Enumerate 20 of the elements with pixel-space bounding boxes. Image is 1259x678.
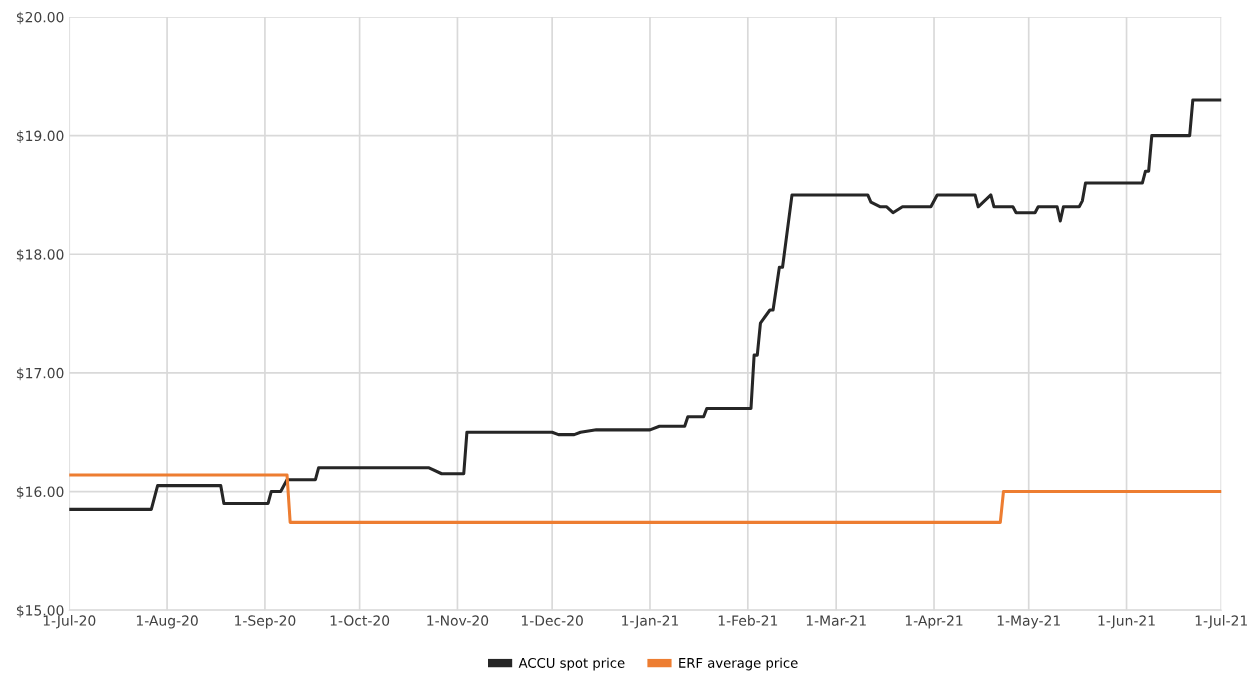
x-tick-label: 1-Jan-21: [622, 615, 679, 629]
x-tick-label: 1-May-21: [997, 615, 1060, 629]
y-tick-label: $19.00: [16, 130, 64, 143]
legend-label: ERF average price: [679, 657, 798, 671]
line-series: [69, 98, 1222, 511]
y-tick-label: $16.00: [16, 486, 64, 499]
legend-label: ACCU spot price: [518, 657, 625, 671]
x-tick-label: 1-Dec-20: [521, 615, 583, 626]
x-tick-label: 1-Nov-20: [427, 615, 489, 626]
x-tick-label: 1-Jul-21: [1195, 615, 1247, 629]
x-tick-label: 1-Jun-21: [1098, 615, 1155, 629]
x-tick-label: 1-Oct-20: [330, 615, 390, 626]
y-tick-label: $17.00: [16, 367, 64, 381]
x-tick-label: 1-Feb-21: [718, 615, 778, 626]
y-tick-label: $18.00: [16, 248, 64, 262]
x-tick-label: 1-Apr-21: [905, 615, 963, 629]
y-tick-label: $20.00: [16, 11, 64, 25]
x-tick-label: 1-Aug-20: [136, 615, 198, 629]
x-tick-label: 1-Mar-21: [806, 615, 866, 626]
x-tick-label: 1-Sep-20: [235, 615, 296, 629]
